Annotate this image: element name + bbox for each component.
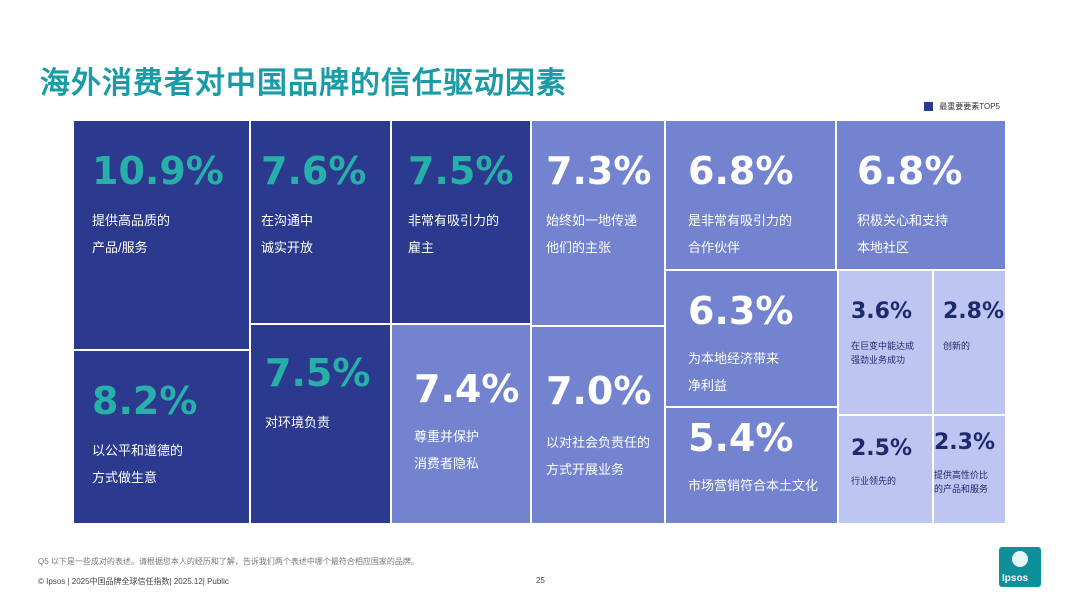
tile-label-line: 强劲业务成功 — [851, 355, 906, 366]
tile-label-line: 尊重并保护 — [414, 429, 480, 444]
treemap-tile: 2.5% 行业领先的 — [838, 415, 933, 524]
tile-label-line: 是非常有吸引力的 — [688, 213, 793, 228]
survey-question-note: Q5 以下是一些成对的表述。请根据您本人的经历和了解，告诉我们两个表述中哪个最符… — [38, 557, 419, 566]
tile-label: 始终如一地传递 他们的主张 — [546, 207, 637, 262]
logo-text: Ipsos — [1002, 573, 1029, 584]
tile-label: 对环境负责 — [265, 409, 330, 436]
treemap-tile: 2.3% 提供高性价比 的产品和服务 — [933, 415, 1006, 524]
tile-label-line: 非常有吸引力的 — [408, 213, 500, 228]
tile-label-line: 积极关心和支持 — [857, 213, 949, 228]
tile-label: 创新的 — [943, 339, 970, 353]
tile-label: 是非常有吸引力的 合作伙伴 — [688, 207, 792, 262]
tile-label-line: 对环境负责 — [265, 415, 331, 430]
tile-label-line: 消费者隐私 — [414, 456, 480, 472]
tile-value: 2.8% — [943, 299, 1005, 324]
tile-value: 2.3% — [934, 430, 996, 455]
copyright-footer: © Ipsos | 2025中国品牌全球信任指数| 2025.12| Publi… — [38, 577, 229, 586]
tile-label: 积极关心和支持 本地社区 — [857, 207, 948, 262]
tile-value: 3.6% — [851, 299, 913, 324]
tile-value: 10.9% — [92, 149, 224, 193]
treemap-tile: 7.4% 尊重并保护消费者隐私 — [391, 324, 531, 524]
tile-label-line: 在沟通中 — [261, 213, 314, 228]
legend-swatch — [924, 102, 934, 111]
tile-value: 5.4% — [688, 416, 794, 460]
treemap-tile: 7.0% 以对社会负责任的 方式开展业务 — [531, 326, 665, 524]
tile-value: 7.6% — [261, 149, 367, 193]
tile-label-line: 行业领先的 — [851, 476, 897, 486]
tile-label-line: 提供高性价比 — [934, 470, 989, 480]
page-title: 海外消费者对中国品牌的信任驱动因素 — [40, 66, 567, 101]
tile-label-line: 本地社区 — [857, 240, 910, 256]
tile-label: 非常有吸引力的 雇主 — [408, 207, 499, 262]
tile-label: 尊重并保护消费者隐私 — [414, 423, 479, 478]
tile-value: 6.3% — [688, 289, 794, 333]
tile-value: 7.5% — [408, 149, 514, 193]
tile-label: 提供高品质的 产品/服务 — [92, 207, 170, 262]
tile-label-line: 在巨变中能达成 — [851, 341, 915, 351]
treemap-tile: 7.5% 非常有吸引力的 雇主 — [391, 120, 531, 324]
tile-label-line: 方式开展业务 — [546, 462, 625, 478]
tile-label: 在沟通中 诚实开放 — [261, 207, 313, 262]
tile-label-line: 以公平和道德的 — [92, 443, 184, 458]
tile-value: 7.5% — [265, 351, 371, 395]
logo-bubble-icon — [1012, 551, 1028, 567]
tile-label-line: 市场营销符合本土文化 — [688, 478, 819, 493]
treemap-tile: 7.3% 始终如一地传递 他们的主张 — [531, 120, 665, 326]
tile-label: 以对社会负责任的 方式开展业务 — [546, 429, 650, 484]
tile-label-line: 以对社会负责任的 — [546, 435, 651, 450]
tile-value: 7.0% — [546, 369, 652, 413]
treemap-tile: 3.6% 在巨变中能达成 强劲业务成功 — [838, 270, 933, 415]
tile-label-line: 净利益 — [688, 378, 728, 394]
tile-label: 行业领先的 — [851, 474, 896, 488]
treemap-tile: 7.5% 对环境负责 — [250, 324, 391, 524]
tile-value: 6.8% — [688, 149, 794, 193]
tile-label-line: 方式做生意 — [92, 470, 158, 486]
tile-label-line: 合作伙伴 — [688, 240, 741, 256]
tile-label: 提供高性价比 的产品和服务 — [934, 468, 988, 497]
page-number: 25 — [536, 576, 545, 585]
tile-label-line: 他们的主张 — [546, 240, 612, 256]
tile-label: 在巨变中能达成 强劲业务成功 — [851, 339, 914, 368]
tile-label: 以公平和道德的 方式做生意 — [92, 437, 183, 492]
tile-value: 7.3% — [546, 149, 652, 193]
treemap-tile: 10.9% 提供高品质的 产品/服务 — [73, 120, 250, 350]
tile-label-line: 诚实开放 — [261, 240, 314, 256]
treemap-tile: 2.8% 创新的 — [933, 270, 1006, 415]
tile-label-line: 创新的 — [943, 341, 971, 351]
tile-value: 8.2% — [92, 379, 198, 423]
ipsos-logo: Ipsos — [999, 547, 1041, 587]
legend-label: 最重要要素TOP5 — [939, 102, 1000, 111]
tile-label-line: 雇主 — [408, 240, 435, 256]
treemap-tile: 6.8% 积极关心和支持 本地社区 — [836, 120, 1006, 270]
treemap-tile: 8.2% 以公平和道德的 方式做生意 — [73, 350, 250, 524]
tile-label-line: 的产品和服务 — [934, 484, 989, 495]
tile-value: 6.8% — [857, 149, 963, 193]
treemap-tile: 7.6% 在沟通中诚实开放 — [250, 120, 391, 324]
tile-label: 为本地经济带来 净利益 — [688, 345, 779, 400]
tile-value: 2.5% — [851, 436, 913, 461]
tile-value: 7.4% — [414, 367, 520, 411]
tile-label-line: 为本地经济带来 — [688, 351, 780, 366]
tile-label-line: 产品/服务 — [92, 240, 148, 256]
treemap-tile: 5.4% 市场营销符合本土文化 — [665, 407, 838, 524]
treemap-tile: 6.3% 为本地经济带来 净利益 — [665, 270, 838, 407]
treemap-tile: 6.8% 是非常有吸引力的 合作伙伴 — [665, 120, 836, 270]
tile-label-line: 提供高品质的 — [92, 213, 171, 228]
chart-legend: 最重要要素TOP5 — [924, 101, 1000, 112]
tile-label-line: 始终如一地传递 — [546, 213, 638, 228]
tile-label: 市场营销符合本土文化 — [688, 472, 818, 499]
